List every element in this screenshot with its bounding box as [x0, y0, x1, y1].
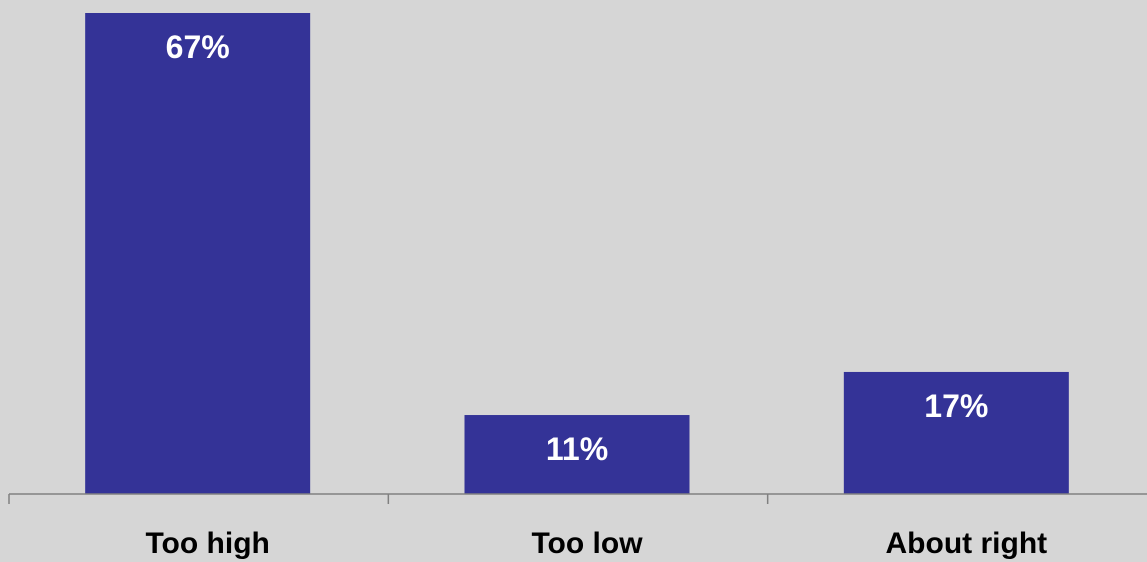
bar-too-low: [464, 415, 690, 494]
bars-group: [85, 13, 1069, 494]
x-tick-label: About right: [886, 527, 1048, 560]
x-tick-label: Too low: [531, 527, 643, 560]
x-tick-label: Too high: [145, 527, 269, 560]
x-axis: [8, 493, 1147, 504]
x-tick-labels-group: Too high Too low About right: [145, 527, 1047, 560]
bar-value-label: 17%: [924, 388, 988, 424]
bar-value-label: 67%: [166, 29, 230, 65]
bar-value-label: 11%: [546, 431, 608, 467]
value-labels-group: 67% 11% 17%: [166, 29, 989, 467]
bar-too-high: [85, 13, 311, 494]
bar-about-right: [843, 371, 1069, 494]
